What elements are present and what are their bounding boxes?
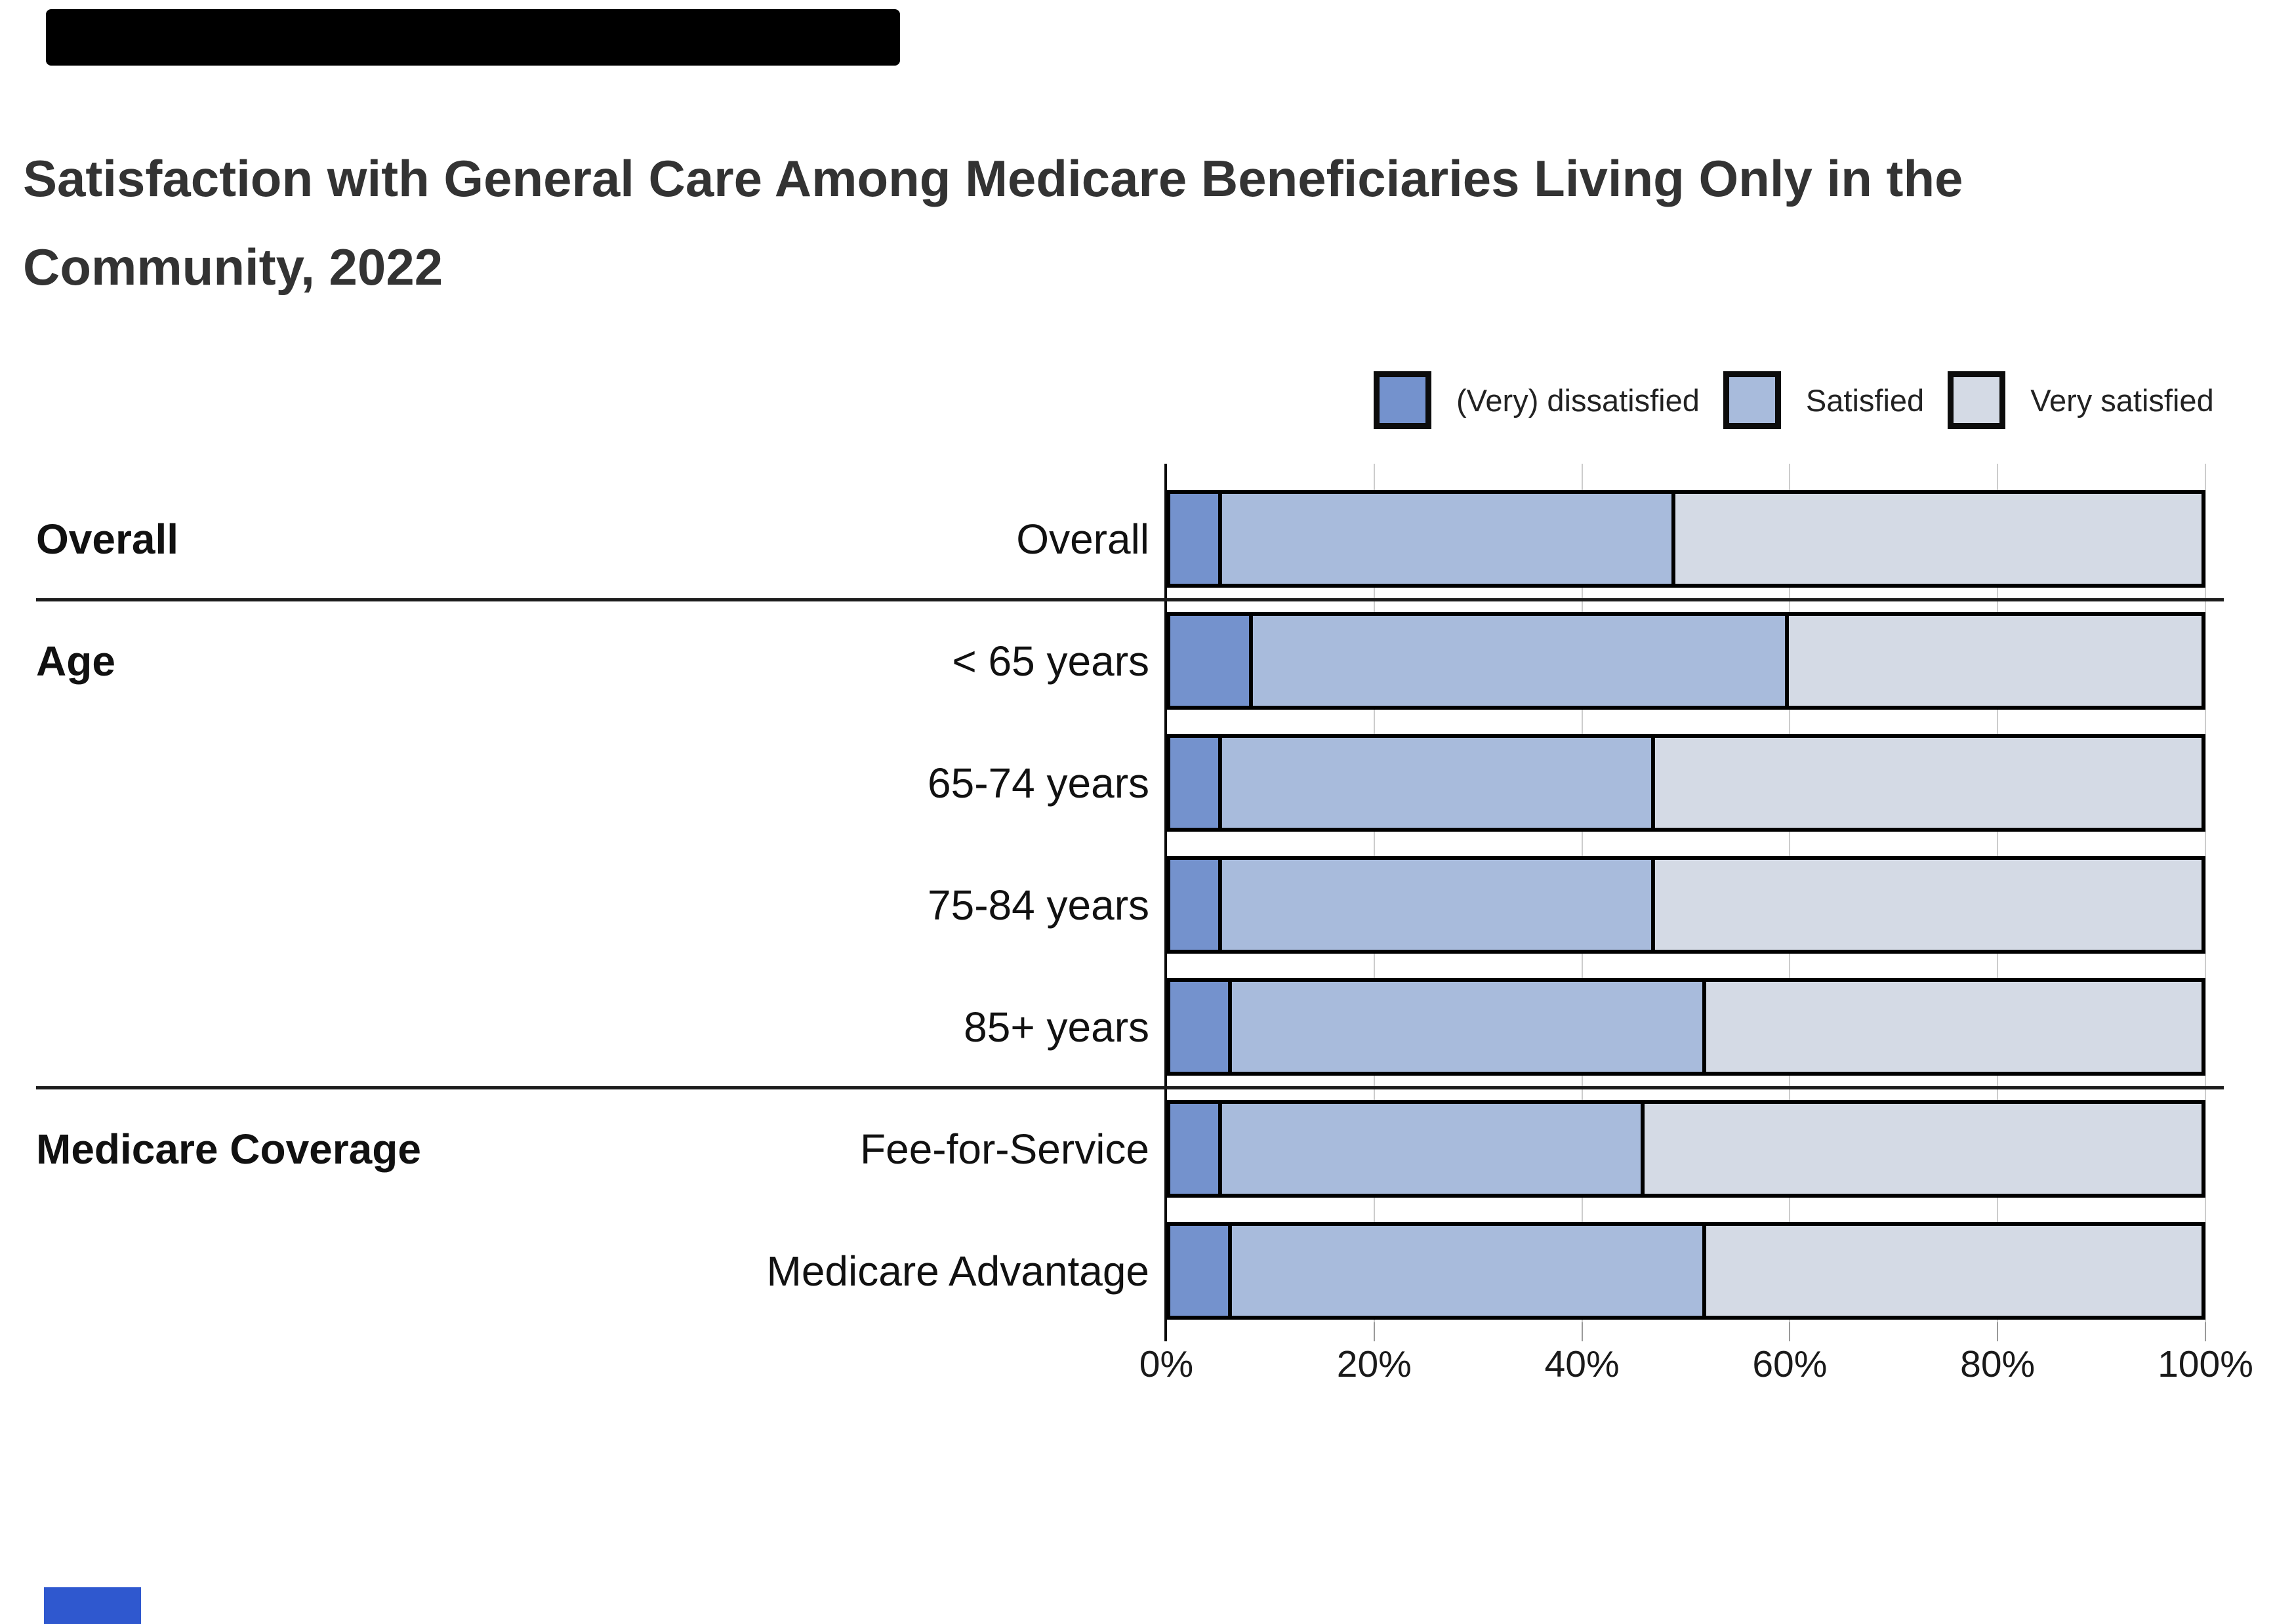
bar-segment-very-satisfied — [1789, 616, 2201, 706]
bar-85-years — [1166, 978, 2205, 1076]
legend-entry-dissatisfied: (Very) dissatisfied — [1374, 371, 1700, 429]
x-tick-label-80%: 80% — [1960, 1343, 2036, 1385]
bar-segment--very-dissatisfied — [1170, 738, 1222, 828]
legend-entry-satisfied: Satisfied — [1723, 371, 1924, 429]
chart-title-line-1: Satisfaction with General Care Among Med… — [23, 150, 1963, 207]
section-header-age: Age — [36, 637, 115, 685]
legend-swatch-dissatisfied — [1374, 371, 1431, 429]
gridline-100% — [2205, 464, 2206, 1322]
legend-label-dissatisfied: (Very) dissatisfied — [1456, 382, 1700, 418]
chart-title-line-2: Community, 2022 — [23, 238, 443, 296]
row-label-75-84-years: 75-84 years — [928, 881, 1149, 929]
section-header-overall: Overall — [36, 515, 179, 563]
bar-segment--very-dissatisfied — [1170, 860, 1222, 950]
axis-tick-20% — [1373, 1322, 1375, 1341]
bar-segment-satisfied — [1221, 860, 1655, 950]
x-tick-label-60%: 60% — [1752, 1343, 1828, 1385]
x-tick-label-20%: 20% — [1336, 1343, 1412, 1385]
axis-tick-60% — [1789, 1322, 1791, 1341]
row-label-fee-for-service: Fee-for-Service — [860, 1125, 1149, 1173]
axis-tick-40% — [1581, 1322, 1583, 1341]
bar-overall — [1166, 490, 2205, 588]
bar-75-84-years — [1166, 856, 2205, 954]
bar-fee-for-service — [1166, 1100, 2205, 1198]
bar--65-years — [1166, 612, 2205, 710]
bar-segment--very-dissatisfied — [1170, 1104, 1222, 1194]
bar-segment-satisfied — [1221, 494, 1676, 584]
x-tick-label-100%: 100% — [2158, 1343, 2253, 1385]
legend-label-satisfied: Satisfied — [1805, 382, 1925, 418]
row-label-65-74-years: 65-74 years — [928, 759, 1149, 807]
row-label--65-years: < 65 years — [952, 637, 1149, 685]
bar-segment--very-dissatisfied — [1170, 1226, 1233, 1316]
bar-segment-very-satisfied — [1706, 982, 2201, 1072]
bar-medicare-advantage — [1166, 1222, 2205, 1320]
bar-segment-very-satisfied — [1706, 1226, 2201, 1316]
axis-tick-100% — [2205, 1322, 2206, 1341]
bar-segment--very-dissatisfied — [1170, 982, 1233, 1072]
section-header-medicare-coverage: Medicare Coverage — [36, 1125, 421, 1173]
section-divider-1 — [36, 1086, 2224, 1089]
y-axis-line — [1164, 464, 1167, 1341]
bottom-left-blue-box-artifact — [44, 1587, 141, 1624]
bar-segment--very-dissatisfied — [1170, 494, 1222, 584]
bar-segment-satisfied — [1232, 1226, 1707, 1316]
chart-legend: (Very) dissatisfied Satisfied Very satis… — [1374, 371, 2214, 429]
bar-segment-very-satisfied — [1675, 494, 2201, 584]
bar-segment-satisfied — [1221, 738, 1655, 828]
legend-swatch-very-satisfied — [1948, 371, 2006, 429]
bar-segment-very-satisfied — [1645, 1104, 2201, 1194]
legend-label-very-satisfied: Very satisfied — [2030, 382, 2214, 418]
x-tick-label-0%: 0% — [1139, 1343, 1194, 1385]
bar-segment-very-satisfied — [1654, 738, 2201, 828]
legend-swatch-satisfied — [1723, 371, 1781, 429]
row-label-medicare-advantage: Medicare Advantage — [766, 1247, 1150, 1295]
bar-segment-very-satisfied — [1654, 860, 2201, 950]
top-black-bar-artifact — [46, 9, 900, 66]
section-divider-0 — [36, 598, 2224, 601]
bar-segment--very-dissatisfied — [1170, 616, 1253, 706]
bar-segment-satisfied — [1232, 982, 1707, 1072]
bar-segment-satisfied — [1252, 616, 1790, 706]
bar-65-74-years — [1166, 734, 2205, 832]
x-tick-label-40%: 40% — [1544, 1343, 1620, 1385]
axis-tick-80% — [1997, 1322, 1999, 1341]
legend-entry-very-satisfied: Very satisfied — [1948, 371, 2214, 429]
row-label-85-years: 85+ years — [964, 1003, 1149, 1051]
bar-segment-satisfied — [1221, 1104, 1645, 1194]
chart-title: Satisfaction with General Care Among Med… — [23, 134, 1963, 312]
row-label-overall: Overall — [1016, 515, 1149, 563]
